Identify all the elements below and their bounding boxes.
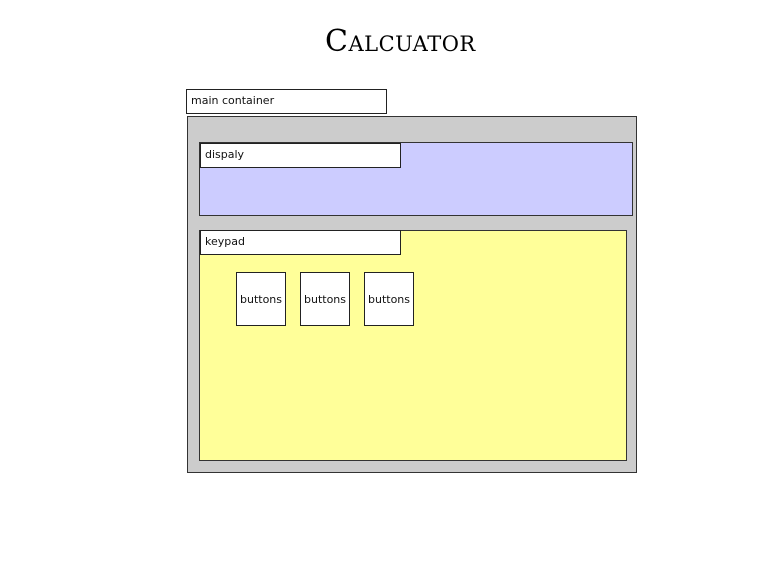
keypad-button-2[interactable]: buttons [300,272,350,326]
keypad-label: keypad [200,230,401,255]
keypad-button-3[interactable]: buttons [364,272,414,326]
display-label: dispaly [200,143,401,168]
keypad-area [199,230,627,461]
main-container-label: main container [186,89,387,114]
keypad-button-1[interactable]: buttons [236,272,286,326]
page-title: Calcuator [325,24,476,59]
